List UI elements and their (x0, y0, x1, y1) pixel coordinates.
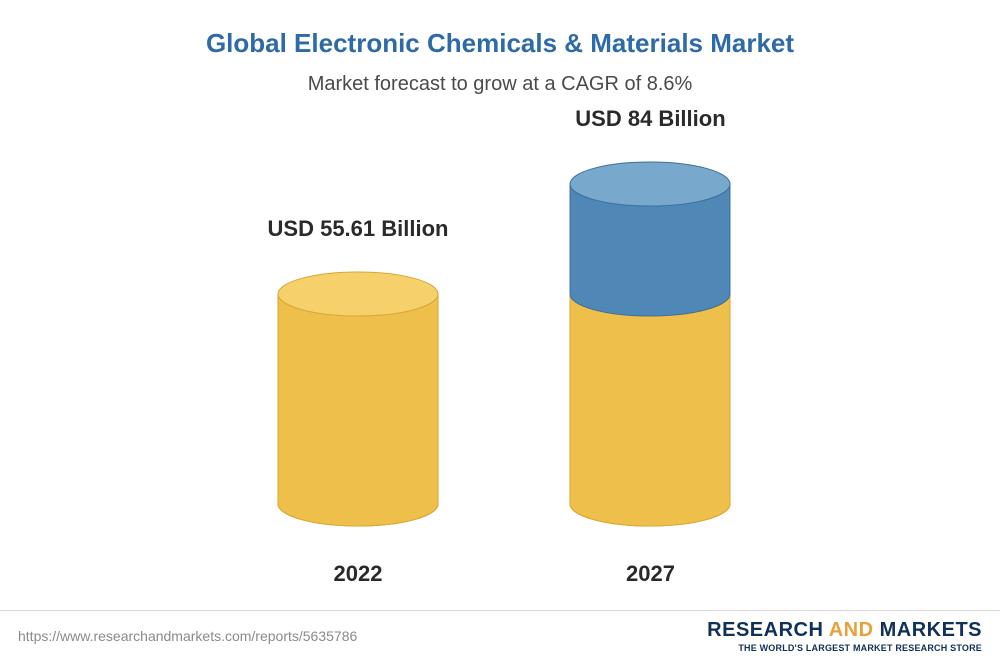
cylinder-group: USD 84 Billion 2027 (568, 106, 732, 587)
brand-name: RESEARCH AND MARKETS (707, 619, 982, 642)
source-url: https://www.researchandmarkets.com/repor… (18, 628, 357, 644)
year-label: 2027 (626, 561, 675, 587)
cylinder-bar (276, 270, 440, 533)
value-label: USD 84 Billion (575, 106, 725, 132)
cylinder-group: USD 55.61 Billion 2022 (268, 216, 449, 587)
chart-subtitle: Market forecast to grow at a CAGR of 8.6… (0, 73, 1000, 96)
chart-area: USD 55.61 Billion2022USD 84 Billion2027 (0, 120, 1000, 587)
footer: https://www.researchandmarkets.com/repor… (0, 611, 1000, 667)
brand-logo: RESEARCH AND MARKETS THE WORLD'S LARGEST… (707, 619, 982, 653)
brand-tagline: THE WORLD'S LARGEST MARKET RESEARCH STOR… (707, 643, 982, 653)
chart-title: Global Electronic Chemicals & Materials … (0, 0, 1000, 59)
year-label: 2022 (334, 561, 383, 587)
cylinder-bar (568, 160, 732, 533)
value-label: USD 55.61 Billion (268, 216, 449, 242)
